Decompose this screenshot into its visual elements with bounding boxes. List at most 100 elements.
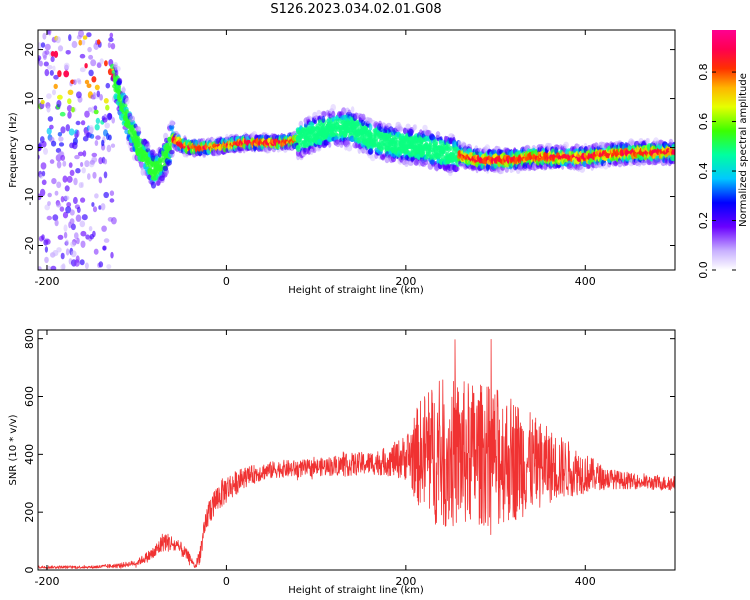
heat-cell <box>51 140 57 147</box>
heat-cell <box>52 89 56 96</box>
heat-cell <box>93 105 98 111</box>
heat-cell <box>369 154 376 162</box>
heat-cell <box>405 123 411 130</box>
y-tick-label: -10 <box>23 188 36 206</box>
heat-cell <box>78 39 83 46</box>
heat-cell <box>82 35 88 40</box>
heat-cell <box>310 121 315 127</box>
heat-cell <box>47 116 54 122</box>
heat-cell <box>57 70 62 78</box>
heat-cell <box>94 140 99 146</box>
heat-cell <box>39 174 43 179</box>
heat-cell <box>74 0 78 1</box>
heat-cell <box>459 162 465 168</box>
heat-cell <box>129 115 136 123</box>
heat-cell <box>57 45 64 52</box>
heat-cell <box>71 40 78 49</box>
heat-cell <box>303 147 307 153</box>
snr-series-line <box>38 338 675 569</box>
heat-cell <box>103 98 109 104</box>
heat-cell <box>309 148 314 155</box>
heat-cell <box>53 50 59 58</box>
heat-cell <box>44 50 50 55</box>
heat-cell <box>63 224 68 232</box>
heat-cell <box>449 145 453 151</box>
heat-cell <box>145 143 151 150</box>
heat-cell <box>639 155 644 161</box>
heat-cell <box>73 196 78 205</box>
colorbar-tick-label: 0.4 <box>697 162 710 180</box>
heat-cell <box>102 117 108 123</box>
heat-cell <box>65 206 72 214</box>
heat-cell <box>43 61 49 67</box>
heat-cell <box>100 203 106 211</box>
heat-cell <box>98 261 104 268</box>
heat-cell <box>63 70 70 78</box>
heat-cell <box>68 162 73 168</box>
y-tick-label: 0 <box>23 567 36 574</box>
heat-cell <box>110 43 116 50</box>
heat-cell <box>84 262 89 270</box>
heat-cell <box>312 146 317 154</box>
heat-cell <box>404 161 409 167</box>
heat-cell <box>57 234 64 240</box>
heat-cell <box>162 165 169 171</box>
heat-cell <box>77 151 84 157</box>
heat-cell <box>93 14 98 21</box>
heat-cell <box>56 247 62 253</box>
heat-cell <box>111 217 117 225</box>
heat-cell <box>39 0 42 6</box>
heat-cell <box>646 137 651 144</box>
heat-cell <box>455 166 460 172</box>
heat-cell <box>70 250 77 258</box>
heat-cell <box>38 42 42 50</box>
heat-cell <box>137 126 141 133</box>
heat-cell <box>86 32 92 38</box>
heat-cell <box>602 162 609 170</box>
heat-cell <box>346 144 353 152</box>
heat-cell <box>78 182 83 189</box>
heat-cell <box>124 98 130 105</box>
heat-cell <box>44 69 50 77</box>
heat-cell <box>59 206 65 212</box>
y-tick-label: 600 <box>23 386 36 407</box>
heat-cell <box>108 37 114 43</box>
heat-cell <box>56 202 62 208</box>
heat-cell <box>63 195 70 201</box>
heat-cell <box>111 117 115 124</box>
heat-cell <box>88 125 94 133</box>
heat-cell <box>80 197 86 203</box>
heat-cell <box>109 198 115 203</box>
heat-cell <box>350 106 355 113</box>
colorbar-label: Normalized spectral amplitude <box>738 73 749 227</box>
heat-cell <box>438 139 443 146</box>
heat-cell <box>88 54 94 60</box>
heat-cell <box>75 168 81 174</box>
heat-cell <box>108 134 112 141</box>
heat-cell <box>76 78 81 83</box>
heat-cell <box>397 126 404 132</box>
heat-cell <box>91 202 95 207</box>
spectrogram-y-label: Frequency (Hz) <box>8 112 19 188</box>
heat-cell <box>101 139 105 147</box>
heat-cell <box>46 65 53 70</box>
heat-cell <box>65 248 70 256</box>
heat-cell <box>341 107 347 115</box>
heat-cell <box>103 238 110 243</box>
heat-cell <box>579 165 586 173</box>
heat-cell <box>101 225 107 232</box>
y-tick-label: 800 <box>23 328 36 349</box>
heat-cell <box>54 219 59 227</box>
heat-cell <box>98 176 103 184</box>
heat-cell <box>70 241 76 247</box>
heat-cell <box>63 13 68 18</box>
heat-cell <box>38 266 42 270</box>
x-tick-label: 200 <box>395 575 416 588</box>
heat-cell <box>92 230 96 238</box>
heat-cell <box>44 256 49 264</box>
heat-cell <box>109 190 115 196</box>
heat-cell <box>106 13 110 20</box>
x-tick-label: 0 <box>223 575 230 588</box>
heat-cell <box>83 2 86 7</box>
colorbar: 0.0 0.2 0.4 0.6 0.8 Normalized spectral ampl… <box>697 30 749 279</box>
